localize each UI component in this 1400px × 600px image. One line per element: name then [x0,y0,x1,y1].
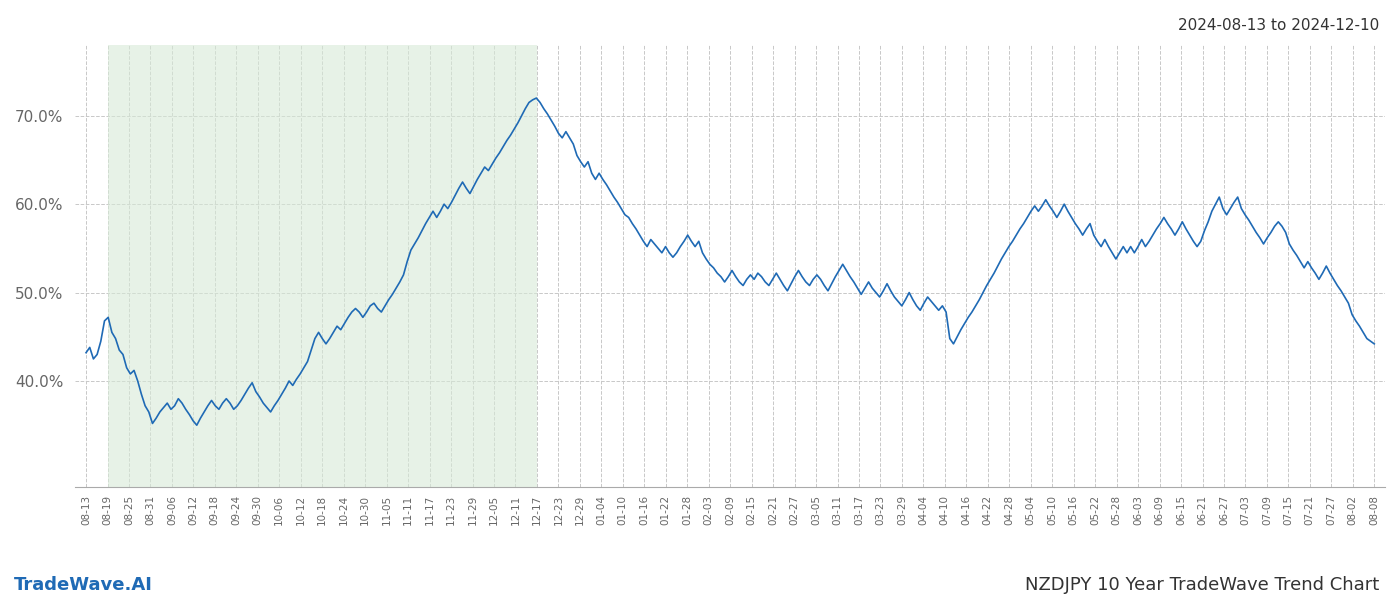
Text: 2024-08-13 to 2024-12-10: 2024-08-13 to 2024-12-10 [1177,18,1379,33]
Bar [108,45,538,487]
Text: TradeWave.AI: TradeWave.AI [14,576,153,594]
Text: NZDJPY 10 Year TradeWave Trend Chart: NZDJPY 10 Year TradeWave Trend Chart [1025,576,1379,594]
